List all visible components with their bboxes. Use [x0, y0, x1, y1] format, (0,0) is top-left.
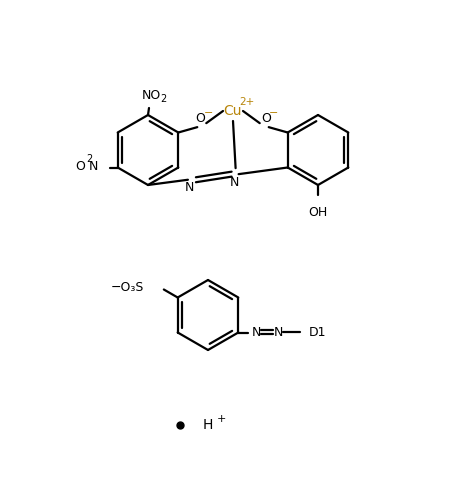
- Text: 2+: 2+: [239, 97, 255, 107]
- Text: N: N: [89, 160, 98, 173]
- Text: −O₃S: −O₃S: [111, 280, 144, 293]
- Text: Cu: Cu: [224, 104, 242, 118]
- Text: O: O: [195, 111, 205, 124]
- Text: +: +: [216, 413, 226, 423]
- Text: N: N: [252, 325, 261, 338]
- Text: OH: OH: [308, 205, 328, 218]
- Text: H: H: [203, 417, 213, 431]
- Text: −: −: [269, 108, 278, 118]
- Text: O: O: [75, 160, 85, 173]
- Text: 2: 2: [86, 154, 93, 164]
- Text: N: N: [185, 181, 195, 194]
- Text: 2: 2: [160, 94, 166, 104]
- Text: N: N: [230, 175, 239, 188]
- Text: NO: NO: [142, 89, 161, 102]
- Text: D1: D1: [308, 325, 326, 338]
- Text: −: −: [203, 108, 213, 118]
- Text: N: N: [273, 325, 283, 338]
- Text: O: O: [261, 111, 271, 124]
